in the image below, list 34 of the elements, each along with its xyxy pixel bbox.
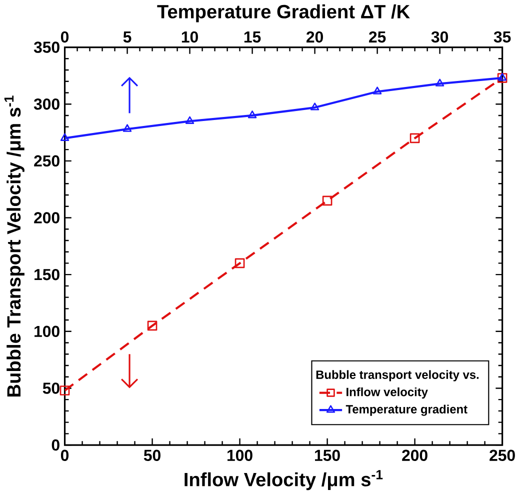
x2-tick-label: 20 bbox=[306, 32, 323, 43]
y-tick-label: 0 bbox=[52, 440, 60, 451]
point bbox=[322, 196, 332, 206]
x2-tick-label: 10 bbox=[182, 32, 198, 43]
y-tick-label: 300 bbox=[34, 98, 60, 110]
x-tick-label: 150 bbox=[315, 450, 340, 462]
y-tick-label: 250 bbox=[34, 156, 60, 167]
legend-label: Inflow velocity bbox=[346, 388, 428, 399]
x-tick-label: 250 bbox=[490, 450, 515, 462]
y-axis-title: Bubble Transport Velocity /μm s$^{-1}$ bbox=[4, 96, 24, 397]
x2-tick-label: 35 bbox=[494, 32, 511, 43]
x-tick-label: 50 bbox=[144, 450, 160, 462]
y-tick-label: 200 bbox=[34, 212, 60, 224]
point bbox=[410, 134, 420, 144]
x-tick-label: 100 bbox=[228, 450, 252, 462]
x-axis-title: Inflow Velocity /μm s$^{-1}$ bbox=[184, 470, 383, 490]
y-tick-label: 50 bbox=[42, 382, 60, 394]
y-tick-label: 150 bbox=[34, 269, 60, 280]
x2-tick-label: 30 bbox=[431, 32, 448, 43]
x2-tick-label: 0 bbox=[60, 32, 69, 43]
legend-title: Bubble transport velocity vs. bbox=[316, 370, 479, 382]
legend-label: Temperature gradient bbox=[346, 404, 468, 416]
x-tick-label: 200 bbox=[402, 450, 428, 462]
x2-tick-label: 5 bbox=[123, 32, 132, 43]
point bbox=[147, 321, 158, 331]
x2-axis-title: Temperature Gradient ΔT /K bbox=[157, 4, 410, 22]
point bbox=[60, 386, 70, 396]
point bbox=[234, 258, 245, 268]
x-tick-label: 0 bbox=[60, 450, 69, 462]
x2-tick-label: 15 bbox=[244, 32, 261, 43]
point bbox=[497, 73, 508, 84]
y-tick-label: 100 bbox=[34, 326, 60, 338]
x2-tick-label: 25 bbox=[369, 32, 386, 43]
y-tick-label: 350 bbox=[34, 42, 60, 54]
